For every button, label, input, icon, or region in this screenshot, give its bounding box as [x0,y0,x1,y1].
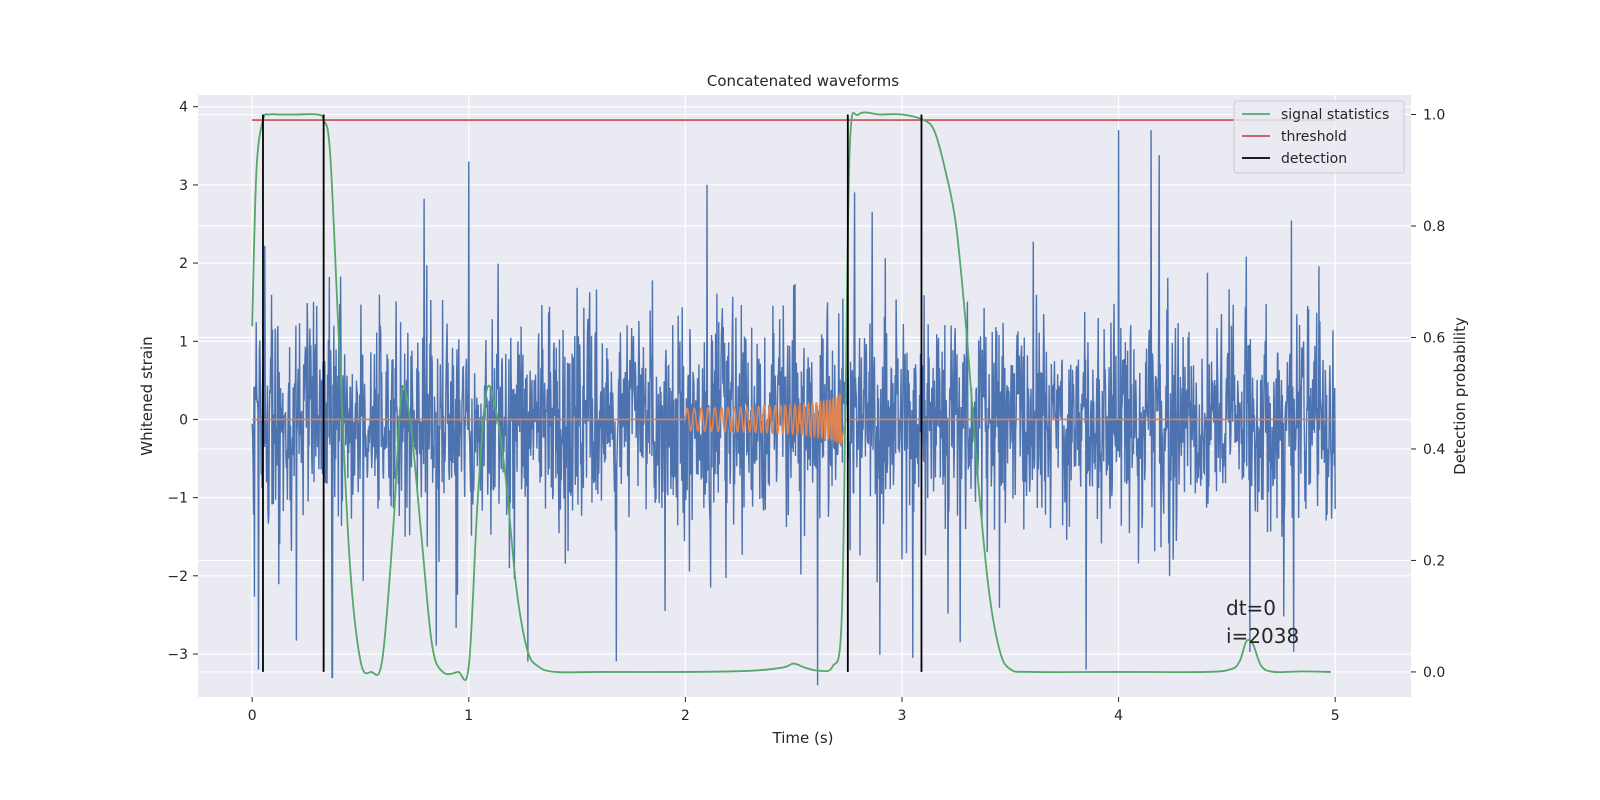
y-left-tick-label: −1 [167,491,188,507]
y-left-tick-label: 2 [179,256,188,272]
y-right-tick-label: 0.4 [1423,442,1445,458]
x-tick-label: 3 [898,708,907,724]
annotation-dt: dt=0 [1226,596,1276,620]
x-axis-label: Time (s) [772,729,834,747]
x-tick-label: 2 [681,708,690,724]
legend-label-detection: detection [1281,151,1347,167]
y-right-tick-label: 0.8 [1423,219,1445,235]
y-right-tick-label: 0.0 [1423,665,1445,681]
y-left-tick-label: −2 [167,569,188,585]
y-right-tick-label: 1.0 [1423,108,1445,124]
legend: signal statistics threshold detection [1233,100,1405,174]
whitened-strain-line [251,130,1336,686]
axes: 0 1 2 3 4 5 −3 −2 −1 0 1 2 3 4 0.0 0.2 0.4 0.6 0.8 1.0 [167,100,1445,724]
y-left-tick-label: −3 [167,647,188,663]
signal-statistics-line [251,111,1331,682]
annotation-index: i=2038 [1226,624,1299,648]
x-tick-label: 1 [464,708,473,724]
y-axis-right-label: Detection probability [1451,317,1469,475]
legend-box [1233,100,1405,174]
y-axis-left-label: Whitened strain [138,336,156,455]
y-left-tick-label: 0 [179,412,188,428]
y-left-tick-label: 4 [179,100,188,116]
x-tick-label: 4 [1114,708,1123,724]
data-layer [251,111,1336,686]
x-tick-label: 5 [1331,708,1340,724]
y-left-tick-label: 1 [179,334,188,350]
x-tick-label: 0 [248,708,257,724]
injected-signal-line [252,392,1336,447]
legend-label-signal-statistics: signal statistics [1281,107,1389,123]
y-right-tick-label: 0.6 [1423,330,1445,346]
y-right-tick-label: 0.2 [1423,553,1445,569]
y-left-tick-label: 3 [179,178,188,194]
chart-title: Concatenated waveforms [707,72,899,90]
legend-label-threshold: threshold [1281,129,1347,145]
